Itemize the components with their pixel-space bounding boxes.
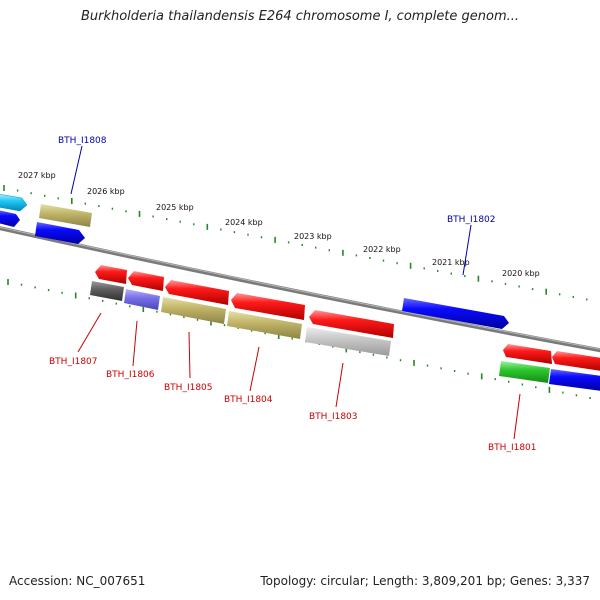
kbp-tick-label: 2024 kbp bbox=[225, 218, 263, 227]
kbp-tick-label: 2026 kbp bbox=[87, 187, 125, 196]
chromosome-backbone bbox=[0, 226, 600, 353]
gene-bth-i1802[interactable] bbox=[402, 298, 509, 329]
leader-line-bth-i1803 bbox=[335, 362, 344, 408]
gene-bth-i1807[interactable] bbox=[90, 281, 124, 301]
map-title: Burkholderia thailandensis E264 chromoso… bbox=[80, 9, 520, 24]
kbp-tick-label: 2021 kbp bbox=[432, 258, 470, 267]
gene-bth-i1808[interactable] bbox=[39, 204, 92, 227]
leader-line-bth-i1806 bbox=[132, 320, 138, 367]
gene-feature[interactable] bbox=[0, 194, 28, 212]
gene-feature[interactable] bbox=[309, 310, 394, 338]
leader-line-bth-i1805 bbox=[188, 331, 191, 379]
kbp-tick-label: 2027 kbp bbox=[18, 171, 56, 180]
label-leaders bbox=[70, 145, 521, 440]
gene-feature[interactable] bbox=[165, 280, 229, 305]
gene-bth-i1806[interactable] bbox=[124, 289, 160, 310]
gene-label-bth-i1808[interactable]: BTH_I1808 bbox=[58, 136, 107, 146]
gene-bth-i1801[interactable] bbox=[499, 361, 550, 383]
gene-feature[interactable] bbox=[231, 293, 305, 320]
gene-feature[interactable] bbox=[0, 210, 20, 227]
topology-info-text: Topology: circular; Length: 3,809,201 bp… bbox=[260, 574, 590, 588]
gene-label-bth-i1801[interactable]: BTH_I1801 bbox=[488, 443, 537, 453]
gene-name-labels: BTH_I1808 BTH_I1802 BTH_I1807 BTH_I1806 … bbox=[49, 136, 537, 453]
gene-bth-i1803[interactable] bbox=[305, 327, 391, 356]
gene-label-bth-i1802[interactable]: BTH_I1802 bbox=[447, 215, 496, 225]
gene-feature[interactable] bbox=[128, 271, 164, 291]
kbp-tick-label: 2022 kbp bbox=[363, 245, 401, 254]
gene-feature[interactable] bbox=[35, 222, 85, 244]
gene-label-bth-i1807[interactable]: BTH_I1807 bbox=[49, 357, 98, 367]
gene-bth-i1804[interactable] bbox=[227, 311, 302, 339]
chromosome-backbone-highlight bbox=[0, 226, 600, 350]
gene-bth-i1805[interactable] bbox=[161, 297, 226, 324]
leader-line-bth-i1808 bbox=[70, 145, 83, 195]
kbp-tick-label: 2025 kbp bbox=[156, 203, 194, 212]
gene-label-bth-i1803[interactable]: BTH_I1803 bbox=[309, 412, 358, 422]
kbp-tick-label: 2020 kbp bbox=[502, 269, 540, 278]
lower-tick-track bbox=[7, 279, 591, 399]
kbp-labels: 2027 kbp 2026 kbp 2025 kbp 2024 kbp 2023… bbox=[18, 171, 540, 278]
leader-line-bth-i1802 bbox=[462, 224, 472, 276]
gene-label-bth-i1806[interactable]: BTH_I1806 bbox=[106, 370, 155, 380]
gene-feature[interactable] bbox=[503, 344, 552, 364]
gene-feature[interactable] bbox=[552, 351, 600, 371]
leader-line-bth-i1804 bbox=[249, 346, 260, 392]
upper-tick-track bbox=[3, 185, 588, 301]
leader-line-bth-i1807 bbox=[77, 312, 102, 353]
leader-line-bth-i1801 bbox=[513, 393, 521, 440]
backbone-group bbox=[0, 226, 600, 353]
kbp-tick-label: 2023 kbp bbox=[294, 232, 332, 241]
gene-feature[interactable] bbox=[95, 265, 127, 284]
gene-label-bth-i1805[interactable]: BTH_I1805 bbox=[164, 383, 213, 393]
accession-text: Accession: NC_007651 bbox=[9, 574, 146, 588]
gene-label-bth-i1804[interactable]: BTH_I1804 bbox=[224, 395, 273, 405]
gene-feature[interactable] bbox=[549, 369, 600, 391]
